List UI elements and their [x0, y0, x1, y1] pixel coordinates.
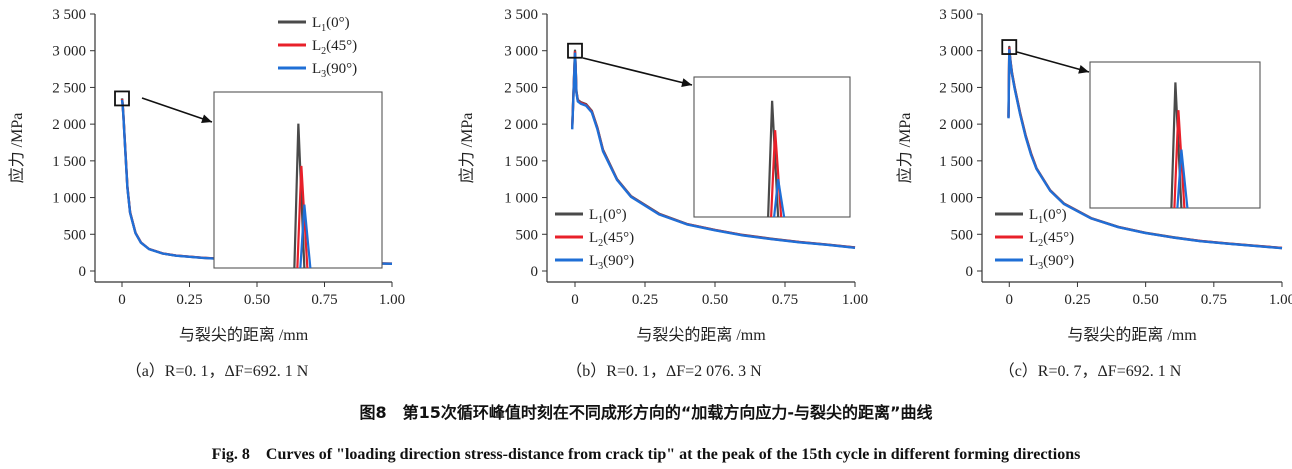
x-axis-label: 与裂尖的距离 /mm [636, 326, 766, 344]
x-tick-label: 0.25 [1064, 292, 1090, 308]
series-line-l3 [1007, 48, 1283, 250]
inset-peak-l1 [767, 100, 780, 218]
x-tick-label: 0.25 [632, 292, 658, 308]
x-axis-label: 与裂尖的距离 /mm [179, 326, 309, 344]
legend: L1(0°) L2(45°) L3(90°) [995, 207, 1074, 272]
legend-label-l2: L2(45°) [589, 230, 634, 249]
x-tick-label: 1.00 [1269, 292, 1292, 308]
x-tick-label: 0.75 [1201, 292, 1227, 308]
figure-caption-zh: 图8 第15次循环峰值时刻在不同成形方向的“加载方向应力-与裂尖的距离”曲线 [359, 403, 932, 422]
y-tick-label: 0 [966, 264, 974, 280]
y-tick-label: 1 500 [504, 154, 538, 170]
legend-label-l1: L1(0°) [1029, 207, 1067, 226]
zoom-pointer-arrowhead [201, 114, 212, 124]
y-tick-label: 3 000 [939, 44, 973, 60]
legend-label-l3: L3(90°) [312, 61, 357, 80]
y-tick-label: 1 500 [939, 154, 973, 170]
x-tick-label: 1.00 [379, 292, 405, 308]
inset-peak-l2 [1173, 110, 1186, 209]
x-tick-label: 0 [571, 292, 579, 308]
x-tick-label: 0.50 [244, 292, 270, 308]
zoom-pointer-line [582, 57, 693, 86]
y-axis-label: 应力 /MPa [7, 113, 26, 184]
y-tick-label: 2 500 [504, 80, 538, 96]
y-tick-label: 3 000 [52, 44, 86, 60]
y-tick-label: 2 500 [52, 80, 86, 96]
x-tick-label: 0.75 [772, 292, 798, 308]
zoom-marker-box [567, 42, 583, 59]
zoom-pointer-arrowhead [1078, 64, 1089, 74]
inset-peak-l3 [773, 179, 786, 218]
y-tick-label: 3 500 [52, 7, 86, 23]
zoom-pointer-line [1016, 51, 1090, 73]
y-axis-label: 应力 /MPa [895, 113, 914, 184]
x-tick-label: 0.50 [1133, 292, 1159, 308]
y-tick-label: 3 500 [504, 7, 538, 23]
y-tick-label: 1 000 [52, 191, 86, 207]
legend-label-l1: L1(0°) [312, 15, 350, 34]
legend: L1(0°) L2(45°) L3(90°) [555, 207, 634, 272]
zoom-pointer-arrowhead [681, 78, 692, 87]
y-axis-label: 应力 /MPa [457, 113, 476, 184]
x-tick-label: 0.25 [176, 292, 202, 308]
y-tick-label: 2 000 [939, 117, 973, 133]
legend-label-l3: L3(90°) [1029, 253, 1074, 272]
legend-label-l3: L3(90°) [589, 253, 634, 272]
zoom-marker-box [114, 90, 130, 107]
y-tick-label: 500 [951, 227, 974, 243]
x-tick-label: 0 [118, 292, 126, 308]
legend-label-l2: L2(45°) [1029, 230, 1074, 249]
panel-caption: （a）R=0. 1，ΔF=692. 1 N [126, 362, 309, 380]
y-tick-label: 500 [64, 227, 87, 243]
series-line-l3 [571, 52, 856, 249]
x-tick-label: 0.50 [702, 292, 728, 308]
zoom-marker-box [1001, 39, 1018, 55]
figure-caption-en: Fig. 8 Curves of "loading direction stre… [212, 446, 1081, 463]
inset-peak-l3 [1176, 149, 1189, 209]
panel-caption: （c）R=0. 7，ΔF=692. 1 N [999, 362, 1182, 380]
y-tick-label: 0 [79, 264, 87, 280]
x-tick-label: 0 [1006, 292, 1014, 308]
y-tick-label: 0 [531, 264, 539, 280]
y-tick-label: 3 000 [504, 44, 538, 60]
panel-a-chart: 0 500 1 000 1 500 2 000 2 500 3 000 3 500 0 0.25 0… [7, 7, 405, 380]
y-tick-label: 2 500 [939, 80, 973, 96]
y-tick-label: 2 000 [504, 117, 538, 133]
x-axis-label: 与裂尖的距离 /mm [1067, 326, 1197, 344]
x-tick-label: 0.75 [311, 292, 337, 308]
panel-c-chart: 0 500 1 000 1 500 2 000 2 500 3 000 3 500 0 0.25 0… [895, 7, 1292, 380]
y-tick-label: 1 000 [939, 191, 973, 207]
panel-b-chart: 0 500 1 000 1 500 2 000 2 500 3 000 3 500 0 0.25 0… [457, 7, 868, 380]
zoom-pointer-line [141, 97, 213, 123]
legend: L1(0°) L2(45°) L3(90°) [278, 15, 357, 80]
y-tick-label: 2 000 [52, 117, 86, 133]
y-tick-label: 1 000 [504, 191, 538, 207]
x-tick-label: 1.00 [842, 292, 868, 308]
y-tick-label: 500 [516, 227, 539, 243]
inset-peak-l3 [299, 204, 312, 269]
y-tick-label: 1 500 [52, 154, 86, 170]
legend-label-l2: L2(45°) [312, 38, 357, 57]
y-tick-label: 3 500 [939, 7, 973, 23]
legend-label-l1: L1(0°) [589, 207, 627, 226]
panel-caption: （b）R=0. 1，ΔF=2 076. 3 N [566, 362, 762, 380]
inset-peak-l2 [296, 165, 309, 269]
